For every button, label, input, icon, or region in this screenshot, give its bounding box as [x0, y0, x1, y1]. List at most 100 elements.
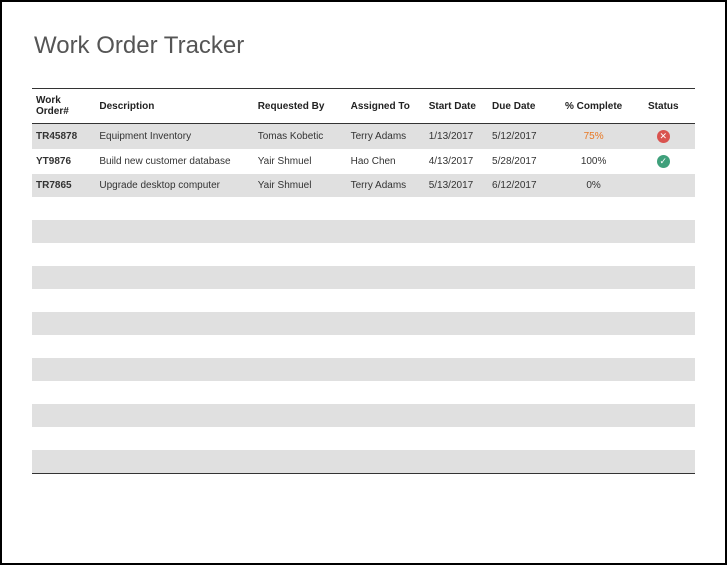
cell-empty: [95, 381, 253, 404]
cell-empty: [632, 335, 695, 358]
work-order-table: Work Order#DescriptionRequested ByAssign…: [32, 88, 695, 473]
cell-empty: [632, 220, 695, 243]
cell-empty: [254, 427, 347, 450]
cell-status: ✓: [632, 149, 695, 174]
work-order-number: TR7865: [36, 180, 72, 191]
cell-empty: [425, 312, 488, 335]
tracker-container: Work Order Tracker Work Order#Descriptio…: [12, 12, 715, 553]
table-footer-line: [32, 473, 695, 474]
cell-pct: 100%: [556, 149, 632, 174]
cell-empty: [556, 220, 632, 243]
cell-empty: [632, 312, 695, 335]
cell-assign: Terry Adams: [347, 124, 425, 150]
cell-empty: [32, 312, 95, 335]
col-header-pct: % Complete: [556, 89, 632, 124]
cell-empty: [95, 312, 253, 335]
cell-empty: [347, 335, 425, 358]
cell-assign: Hao Chen: [347, 149, 425, 174]
percent-complete: 0%: [586, 180, 600, 191]
cell-empty: [254, 220, 347, 243]
cell-empty: [95, 404, 253, 427]
cell-empty: [347, 312, 425, 335]
cell-empty: [488, 266, 556, 289]
cell-empty: [347, 450, 425, 473]
cell-empty: [95, 243, 253, 266]
cell-pct: 0%: [556, 174, 632, 197]
cell-empty: [32, 404, 95, 427]
cell-empty: [32, 243, 95, 266]
cell-empty: [556, 381, 632, 404]
cell-empty: [556, 289, 632, 312]
col-header-req: Requested By: [254, 89, 347, 124]
col-header-desc: Description: [95, 89, 253, 124]
col-header-start: Start Date: [425, 89, 488, 124]
cell-wo: YT9876: [32, 149, 95, 174]
cell-empty: [254, 358, 347, 381]
cell-empty: [556, 335, 632, 358]
cell-empty: [32, 335, 95, 358]
cell-empty: [425, 450, 488, 473]
cell-empty: [488, 404, 556, 427]
table-row-empty: [32, 220, 695, 243]
cell-desc: Upgrade desktop computer: [95, 174, 253, 197]
cell-empty: [488, 358, 556, 381]
col-header-assign: Assigned To: [347, 89, 425, 124]
cell-empty: [254, 289, 347, 312]
cell-status: ✕: [632, 124, 695, 150]
cell-empty: [32, 289, 95, 312]
cell-empty: [556, 266, 632, 289]
percent-complete: 100%: [581, 156, 607, 167]
cell-empty: [488, 243, 556, 266]
cell-start: 1/13/2017: [425, 124, 488, 150]
work-order-number: TR45878: [36, 131, 77, 142]
cell-empty: [425, 427, 488, 450]
cell-empty: [254, 266, 347, 289]
cell-empty: [425, 335, 488, 358]
table-row: YT9876Build new customer databaseYair Sh…: [32, 149, 695, 174]
cell-empty: [632, 358, 695, 381]
col-header-status: Status: [632, 89, 695, 124]
cell-empty: [254, 335, 347, 358]
cell-empty: [32, 197, 95, 220]
cell-empty: [425, 243, 488, 266]
table-row-empty: [32, 450, 695, 473]
cell-empty: [347, 197, 425, 220]
cell-empty: [488, 220, 556, 243]
cell-empty: [425, 358, 488, 381]
cell-empty: [347, 220, 425, 243]
cell-empty: [632, 197, 695, 220]
cell-empty: [632, 404, 695, 427]
cell-req: Yair Shmuel: [254, 174, 347, 197]
cell-empty: [254, 404, 347, 427]
cell-empty: [556, 358, 632, 381]
cell-due: 6/12/2017: [488, 174, 556, 197]
cell-empty: [32, 358, 95, 381]
cell-empty: [254, 381, 347, 404]
table-body: TR45878Equipment InventoryTomas KobeticT…: [32, 124, 695, 474]
cell-empty: [95, 427, 253, 450]
cell-empty: [254, 450, 347, 473]
cell-desc: Build new customer database: [95, 149, 253, 174]
cell-empty: [425, 197, 488, 220]
cell-empty: [425, 404, 488, 427]
cell-empty: [95, 358, 253, 381]
cell-empty: [488, 450, 556, 473]
cell-wo: TR45878: [32, 124, 95, 150]
cell-pct: 75%: [556, 124, 632, 150]
cell-empty: [632, 266, 695, 289]
cell-empty: [32, 450, 95, 473]
cell-empty: [556, 312, 632, 335]
table-row-empty: [32, 266, 695, 289]
cell-empty: [32, 381, 95, 404]
cell-empty: [347, 358, 425, 381]
cell-empty: [347, 289, 425, 312]
page-title: Work Order Tracker: [34, 32, 695, 60]
cell-empty: [488, 312, 556, 335]
cell-empty: [632, 243, 695, 266]
cell-empty: [95, 335, 253, 358]
cell-start: 5/13/2017: [425, 174, 488, 197]
cell-empty: [556, 427, 632, 450]
table-row-empty: [32, 197, 695, 220]
cell-empty: [556, 197, 632, 220]
cell-empty: [347, 266, 425, 289]
